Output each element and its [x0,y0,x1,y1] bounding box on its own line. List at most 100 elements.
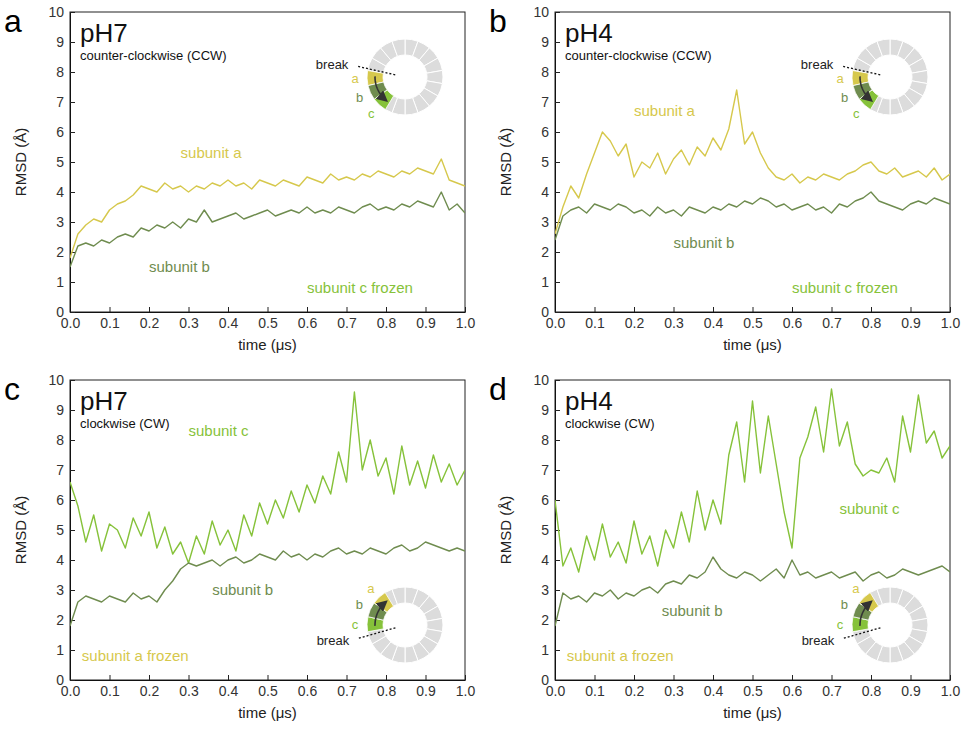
x-tick-label: 0.1 [585,315,605,331]
x-tick-label: 0.1 [100,315,120,331]
x-tick: 0.7 [822,675,842,699]
y-tick-mark [555,72,560,73]
x-tick-label: 1.0 [456,683,476,699]
ring-segment [405,646,418,663]
y-tick: 5 [541,154,560,170]
ring-segment [392,39,405,56]
y-tick-label: 0 [56,672,64,688]
y-tick: 1 [541,274,560,290]
series-label: subunit a [634,102,696,119]
ring-segment [877,587,890,604]
x-tick: 0.7 [337,675,357,699]
x-tick-mark [595,307,596,312]
series-line [555,557,950,626]
x-tick-mark [674,675,675,680]
x-tick-mark [634,675,635,680]
x-tick-label: 0.4 [704,683,724,699]
y-tick-label: 0 [541,672,549,688]
x-tick: 1.0 [456,307,476,331]
lines [555,389,950,626]
panel-title: pH7 [80,18,128,48]
x-tick: 0.2 [140,675,160,699]
y-tick-mark [70,530,75,531]
x-tick-label: 0.1 [585,683,605,699]
panel-letter: a [4,3,22,39]
panel: breakabc0.00.10.20.30.40.50.60.70.80.91.… [4,3,475,353]
y-tick: 6 [541,124,560,140]
y-axis-title: RMSD (Å) [12,496,29,564]
x-tick-label: 0.8 [377,683,397,699]
y-axis: 012345678910 [533,4,560,320]
x-tick-label: 0.5 [743,683,763,699]
x-tick: 0.3 [664,675,684,699]
series-label: subunit b [662,602,723,619]
y-tick: 9 [541,402,560,418]
x-axis-title: time (μs) [238,704,297,721]
x-tick-label: 0.4 [219,683,239,699]
break-line [357,628,395,639]
y-tick-label: 3 [541,582,549,598]
x-tick-mark [832,675,833,680]
ring-segment [392,587,405,604]
x-tick-label: 0.3 [664,315,684,331]
y-tick-label: 3 [56,214,64,230]
y-tick: 6 [56,492,75,508]
subunit-label: b [841,90,848,105]
x-tick-label: 0.1 [100,683,120,699]
x-tick: 0.4 [219,675,239,699]
y-tick-label: 4 [541,184,549,200]
y-tick-label: 4 [541,552,549,568]
y-tick-mark [70,222,75,223]
y-tick-label: 2 [541,244,549,260]
y-tick-label: 7 [56,94,64,110]
y-tick-label: 1 [56,274,64,290]
series-line [70,192,465,267]
x-tick-label: 0.9 [416,683,436,699]
x-tick-mark [386,675,387,680]
y-tick-mark [70,162,75,163]
x-tick: 0.6 [298,675,318,699]
x-tick: 0.1 [585,307,605,331]
x-tick-label: 0.6 [298,683,318,699]
y-tick-mark [555,470,560,471]
x-axis-title: time (μs) [723,336,782,353]
lines [555,90,950,240]
y-tick-mark [555,650,560,651]
ring-segment [405,98,418,115]
y-tick: 1 [541,642,560,658]
subunit-c [859,90,878,110]
y-tick-mark [555,282,560,283]
x-tick-mark [911,675,912,680]
x-tick-label: 0.5 [743,315,763,331]
x-tick-mark [347,675,348,680]
y-tick: 4 [541,552,560,568]
x-tick-mark [426,307,427,312]
y-tick-mark [70,42,75,43]
y-axis: 012345678910 [533,372,560,688]
y-tick-label: 3 [541,214,549,230]
x-tick-label: 0.3 [664,683,684,699]
x-tick-label: 0.8 [862,683,882,699]
y-tick-label: 9 [56,34,64,50]
x-tick: 0.4 [704,307,724,331]
y-tick-mark [555,222,560,223]
x-tick-label: 0.5 [258,683,278,699]
x-tick: 0.8 [377,307,397,331]
panel-letter: c [4,371,20,407]
subunit-a [374,593,393,613]
inset: breakabc [316,39,443,121]
y-tick-label: 8 [56,64,64,80]
x-tick: 0.6 [783,307,803,331]
x-tick-mark [426,675,427,680]
subunit-label: b [356,597,363,612]
plot-frame [70,12,465,312]
x-tick: 0.9 [416,307,436,331]
subunit-label: c [853,106,860,121]
y-tick-mark [555,590,560,591]
rotation-arrow [860,602,871,626]
y-tick: 6 [56,124,75,140]
break-label: break [316,57,349,72]
y-tick-mark [70,470,75,471]
y-tick-label: 8 [541,64,549,80]
y-tick-label: 4 [56,184,64,200]
